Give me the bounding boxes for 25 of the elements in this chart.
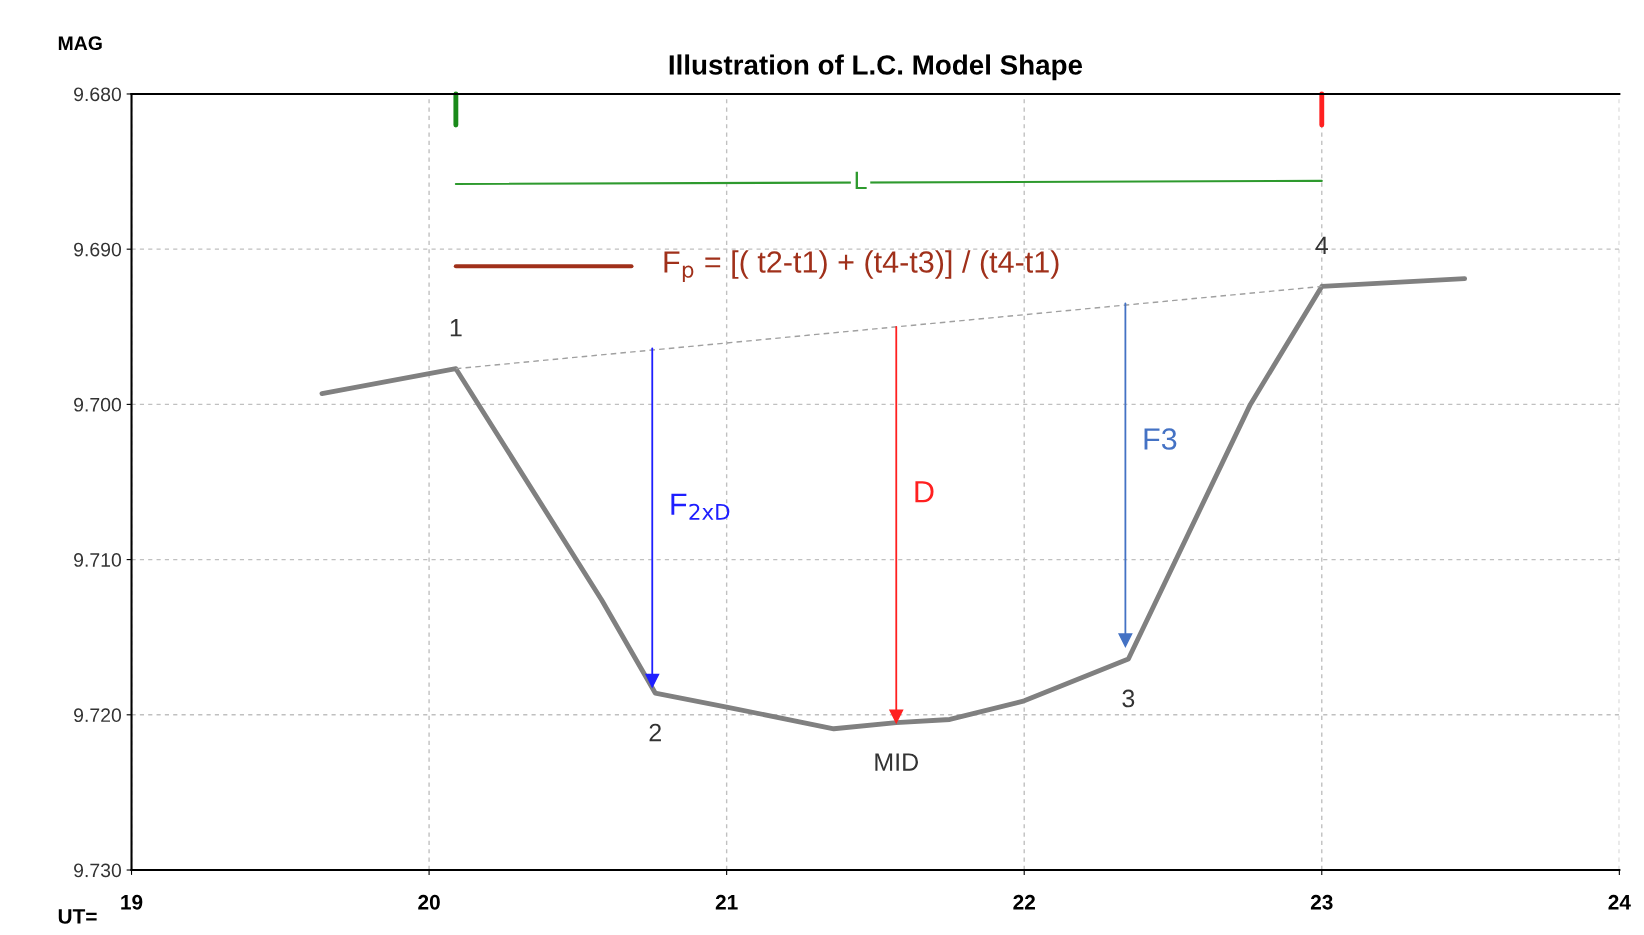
annotation: 2: [649, 723, 661, 742]
y-tick-label: 9.680: [74, 87, 122, 102]
x-tick-label: 19: [121, 894, 143, 910]
chart-title: Illustration of L.C. Model Shape: [669, 54, 1083, 81]
annotation: MID: [875, 753, 918, 771]
x-axis-title: UT=: [58, 909, 97, 924]
annotation: F3: [1144, 428, 1177, 450]
x-tick-label: 24: [1608, 894, 1631, 910]
annotation: D: [915, 481, 934, 503]
annotation: 3: [1122, 689, 1135, 708]
x-tick-label: 21: [715, 894, 738, 910]
annotation: 1: [450, 319, 462, 337]
annotation: L: [855, 171, 867, 189]
y-tick-label: 9.700: [74, 397, 122, 412]
x-tick-label: 23: [1310, 894, 1333, 910]
y-tick-label: 9.730: [74, 863, 122, 878]
y-tick-label: 9.690: [74, 242, 122, 257]
annotation: F$_{2xD}$: [671, 493, 730, 520]
x-tick-label: 22: [1013, 894, 1035, 910]
annotation: F$_{p}$ = [( t2-t1) + (t4-t3)] / (t4-t1): [664, 250, 1059, 282]
annotation: 4: [1315, 236, 1328, 254]
y-tick-label: 9.720: [74, 708, 122, 723]
y-axis-title: MAG: [58, 36, 102, 51]
x-tick-label: 20: [418, 894, 440, 910]
y-tick-label: 9.710: [74, 553, 122, 567]
